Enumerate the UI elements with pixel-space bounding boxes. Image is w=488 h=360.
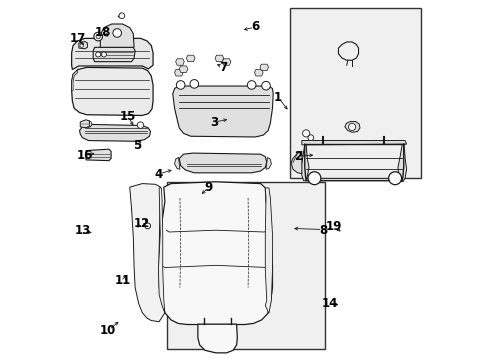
Polygon shape [290, 151, 301, 174]
Polygon shape [265, 157, 271, 169]
Polygon shape [175, 59, 184, 65]
Polygon shape [397, 144, 406, 182]
Polygon shape [86, 149, 111, 161]
Polygon shape [172, 86, 273, 137]
Polygon shape [174, 69, 183, 76]
Polygon shape [344, 122, 359, 132]
Polygon shape [174, 157, 180, 169]
Circle shape [144, 223, 150, 229]
Circle shape [96, 35, 100, 39]
Polygon shape [80, 125, 150, 141]
Polygon shape [265, 188, 272, 314]
Polygon shape [260, 64, 268, 71]
Text: 14: 14 [321, 297, 337, 310]
Polygon shape [79, 41, 87, 49]
Polygon shape [338, 42, 358, 60]
Polygon shape [254, 69, 263, 76]
Circle shape [101, 52, 106, 57]
Text: 1: 1 [274, 91, 282, 104]
Polygon shape [215, 55, 223, 62]
Text: 8: 8 [319, 224, 327, 237]
Text: 13: 13 [75, 224, 91, 238]
Polygon shape [72, 69, 78, 90]
Polygon shape [301, 144, 308, 181]
Polygon shape [222, 59, 230, 65]
Circle shape [80, 44, 83, 47]
Text: 19: 19 [325, 220, 342, 233]
Text: 17: 17 [69, 32, 85, 45]
Circle shape [261, 81, 270, 90]
Polygon shape [80, 120, 89, 128]
Text: 5: 5 [133, 139, 141, 152]
Bar [289, 8, 420, 178]
Circle shape [247, 81, 255, 89]
Text: 16: 16 [76, 149, 93, 162]
Text: 7: 7 [219, 60, 226, 73]
Circle shape [176, 81, 184, 89]
Circle shape [388, 172, 401, 185]
Circle shape [137, 122, 143, 129]
Polygon shape [198, 324, 237, 353]
Polygon shape [301, 140, 406, 145]
Text: 2: 2 [294, 150, 302, 163]
Circle shape [119, 13, 124, 19]
Polygon shape [93, 47, 135, 62]
Circle shape [302, 130, 309, 137]
Text: 15: 15 [119, 110, 136, 123]
Polygon shape [72, 67, 153, 116]
Circle shape [348, 123, 355, 131]
Circle shape [307, 135, 313, 140]
Polygon shape [158, 182, 272, 324]
Text: 12: 12 [134, 216, 150, 230]
Polygon shape [179, 153, 266, 173]
Text: 6: 6 [251, 20, 259, 33]
Text: 9: 9 [204, 181, 212, 194]
Text: 4: 4 [154, 168, 162, 181]
Text: 10: 10 [100, 324, 116, 337]
Polygon shape [186, 55, 195, 62]
Circle shape [307, 172, 320, 185]
Circle shape [113, 29, 121, 37]
Circle shape [96, 52, 101, 57]
Polygon shape [100, 24, 134, 47]
Text: 3: 3 [210, 116, 218, 129]
Polygon shape [129, 184, 164, 321]
Polygon shape [72, 39, 153, 69]
Bar [167, 182, 325, 348]
Polygon shape [158, 188, 164, 313]
Text: 18: 18 [94, 26, 110, 39]
Circle shape [190, 80, 198, 88]
Circle shape [85, 121, 92, 127]
Text: 11: 11 [115, 274, 131, 287]
Polygon shape [179, 66, 187, 72]
Circle shape [94, 32, 102, 41]
